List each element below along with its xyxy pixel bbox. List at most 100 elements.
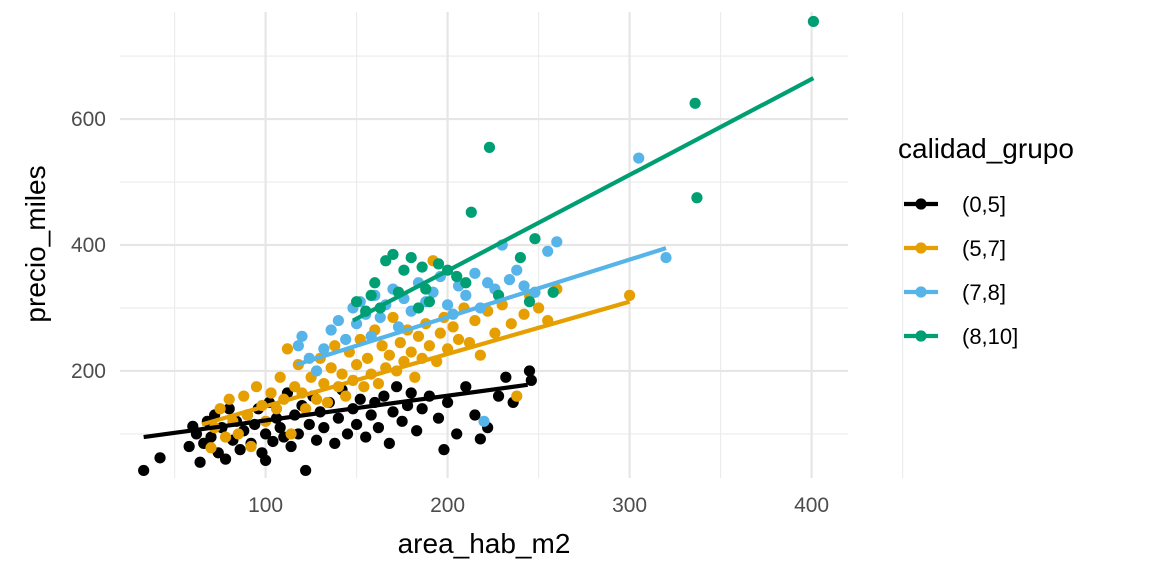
data-point <box>442 299 454 311</box>
data-point <box>232 428 244 440</box>
data-point <box>405 387 417 399</box>
data-point <box>318 343 330 355</box>
data-point <box>351 296 363 308</box>
data-point <box>329 340 341 352</box>
data-point <box>423 340 435 352</box>
data-point <box>633 152 645 164</box>
legend-label: (7,8] <box>962 280 1006 305</box>
data-point <box>310 365 323 377</box>
data-point <box>267 435 279 448</box>
data-point <box>447 321 459 333</box>
data-point <box>310 393 323 405</box>
legend-title: calidad_grupo <box>898 133 1074 164</box>
legend-key-point <box>915 330 927 342</box>
x-tick-label: 100 <box>248 494 283 517</box>
data-point <box>289 381 301 393</box>
data-point <box>321 396 334 409</box>
data-point <box>434 327 446 339</box>
data-point <box>807 15 820 28</box>
data-point <box>341 428 354 440</box>
data-point <box>474 349 486 361</box>
data-point <box>523 365 536 377</box>
x-axis-ticks: 100 200 300 400 <box>248 494 829 517</box>
legend-key-point <box>915 286 927 298</box>
data-point <box>394 337 406 349</box>
data-point <box>238 390 250 402</box>
data-point <box>398 264 410 276</box>
trend-line <box>295 246 667 367</box>
data-point <box>451 428 463 440</box>
data-point <box>460 381 472 393</box>
data-point <box>219 431 232 443</box>
data-point <box>523 296 536 308</box>
data-point <box>412 302 425 314</box>
data-point <box>500 371 512 383</box>
data-point <box>518 280 530 292</box>
data-point <box>300 464 312 477</box>
data-point <box>303 418 315 431</box>
data-point <box>533 302 545 314</box>
legend: calidad_grupo (0,5] (5,7] (7,8] (8,10] <box>898 133 1074 349</box>
data-point <box>332 314 344 327</box>
data-point <box>285 428 297 440</box>
data-point <box>478 415 490 427</box>
data-point <box>396 415 408 427</box>
data-point <box>689 97 701 109</box>
y-tick-label: 200 <box>71 360 106 383</box>
x-tick-label: 200 <box>430 494 465 517</box>
data-point <box>503 274 516 286</box>
data-point <box>411 425 423 437</box>
data-point <box>329 437 341 449</box>
legend-item: (0,5] <box>904 192 1006 217</box>
data-point <box>405 251 417 264</box>
data-point <box>469 409 481 421</box>
data-point <box>547 286 559 298</box>
data-point <box>292 340 304 352</box>
data-point <box>285 440 297 453</box>
data-point <box>469 314 481 327</box>
data-point <box>281 343 294 355</box>
data-point <box>438 444 450 456</box>
data-point <box>245 440 257 453</box>
data-point <box>336 368 348 380</box>
data-point <box>361 352 374 364</box>
data-point <box>274 371 286 383</box>
data-point <box>260 454 272 466</box>
data-point <box>505 318 517 330</box>
data-point <box>265 387 277 399</box>
data-point <box>332 412 344 424</box>
data-point <box>409 371 421 383</box>
trend-line <box>201 299 631 427</box>
data-point <box>183 440 195 453</box>
y-axis-ticks: 200 400 600 <box>71 108 106 383</box>
data-point <box>469 267 481 279</box>
data-point <box>374 311 386 324</box>
data-point <box>300 403 312 415</box>
data-point <box>223 393 235 405</box>
data-point <box>460 289 472 301</box>
data-point <box>460 277 472 289</box>
data-point <box>219 453 232 465</box>
trend-line <box>143 382 528 440</box>
data-point <box>205 442 217 454</box>
data-point <box>340 333 352 346</box>
data-point <box>360 431 372 443</box>
data-point <box>525 374 537 386</box>
data-point <box>376 340 388 352</box>
data-point <box>482 277 494 289</box>
data-point <box>383 437 395 449</box>
data-point <box>378 390 390 402</box>
data-point <box>354 393 366 405</box>
data-point <box>416 261 428 273</box>
data-point <box>511 264 523 276</box>
x-axis-title: area_hab_m2 <box>398 528 571 559</box>
data-point <box>405 346 417 358</box>
data-point <box>214 403 226 415</box>
data-point <box>511 390 523 402</box>
legend-label: (0,5] <box>962 192 1006 217</box>
data-point <box>365 409 377 421</box>
y-axis-title: precio_miles <box>20 165 51 322</box>
y-tick-label: 600 <box>71 108 106 131</box>
data-point <box>474 433 486 445</box>
